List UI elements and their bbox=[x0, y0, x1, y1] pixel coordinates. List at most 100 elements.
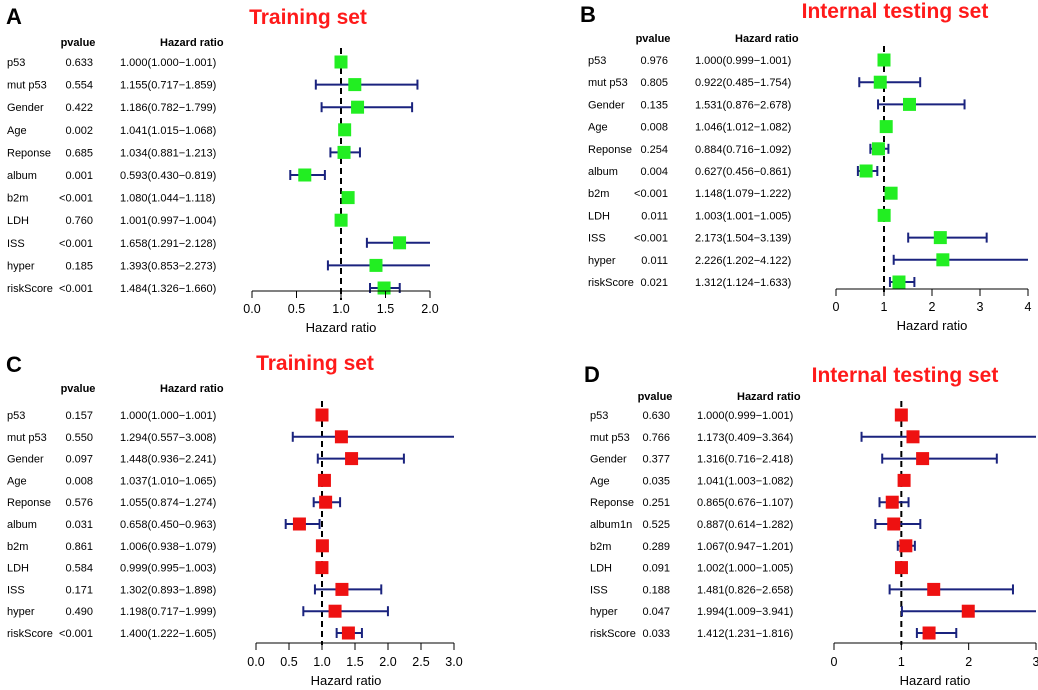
row-variable-name: riskScore bbox=[7, 628, 53, 640]
row-variable-name: p53 bbox=[7, 57, 25, 69]
row-variable-name: Age bbox=[7, 125, 27, 137]
row-hazard-ratio-text: 1.034(0.881−1.213) bbox=[120, 147, 216, 159]
row-hazard-ratio-text: 1.412(1.231−1.816) bbox=[697, 628, 793, 640]
hazard-ratio-point bbox=[337, 145, 351, 159]
hazard-ratio-point bbox=[916, 452, 930, 466]
pvalue-header: pvalue bbox=[61, 383, 96, 395]
row-pvalue: 0.422 bbox=[65, 102, 93, 114]
row-pvalue: 0.550 bbox=[65, 432, 93, 444]
x-tick-label: 0.5 bbox=[288, 302, 305, 316]
row-hazard-ratio-text: 1.046(1.012−1.082) bbox=[695, 122, 791, 134]
hazard-ratio-point bbox=[345, 452, 359, 466]
hazard-ratio-point bbox=[377, 281, 391, 295]
row-hazard-ratio-text: 2.173(1.504−3.139) bbox=[695, 233, 791, 245]
row-hazard-ratio-text: 1.155(0.717−1.859) bbox=[120, 80, 216, 92]
row-variable-name: mut p53 bbox=[588, 77, 628, 89]
hazard-ratio-point bbox=[334, 430, 348, 444]
x-tick-label: 1.5 bbox=[377, 302, 394, 316]
row-hazard-ratio-text: 1.080(1.044−1.118) bbox=[120, 193, 216, 205]
row-pvalue: 0.157 bbox=[65, 410, 93, 422]
hazard-ratio-point bbox=[334, 213, 348, 227]
hazard-ratio-point bbox=[871, 142, 885, 156]
row-hazard-ratio-text: 0.593(0.430−0.819) bbox=[120, 170, 216, 182]
panel-letter: D bbox=[584, 362, 600, 387]
row-pvalue: 0.525 bbox=[642, 519, 670, 531]
row-variable-name: b2m bbox=[7, 193, 28, 205]
row-variable-name: Reponse bbox=[590, 497, 634, 509]
row-hazard-ratio-text: 0.884(0.716−1.092) bbox=[695, 144, 791, 156]
row-hazard-ratio-text: 0.999(0.995−1.003) bbox=[120, 563, 216, 575]
row-pvalue: 0.490 bbox=[65, 606, 93, 618]
row-pvalue: 0.004 bbox=[640, 166, 668, 178]
x-tick-label: 0.0 bbox=[247, 655, 264, 669]
row-hazard-ratio-text: 1.658(1.291−2.128) bbox=[120, 238, 216, 250]
x-tick-label: 0 bbox=[833, 300, 840, 314]
hazard-ratio-point bbox=[897, 473, 911, 487]
row-variable-name: Gender bbox=[588, 99, 625, 111]
row-hazard-ratio-text: 1.002(1.000−1.005) bbox=[697, 563, 793, 575]
hazard-ratio-point bbox=[899, 539, 913, 553]
row-hazard-ratio-text: 1.393(0.853−2.273) bbox=[120, 260, 216, 272]
x-axis-label: Hazard ratio bbox=[900, 673, 971, 688]
hazard-ratio-point bbox=[317, 473, 331, 487]
row-pvalue: 0.760 bbox=[65, 215, 93, 227]
hazard-ratio-header: Hazard ratio bbox=[160, 383, 224, 395]
row-hazard-ratio-text: 1.994(1.009−3.941) bbox=[697, 606, 793, 618]
row-variable-name: Reponse bbox=[588, 144, 632, 156]
row-variable-name: album1n bbox=[590, 519, 632, 531]
row-variable-name: b2m bbox=[588, 188, 609, 200]
hazard-ratio-point bbox=[927, 582, 941, 596]
x-tick-label: 1.0 bbox=[332, 302, 349, 316]
row-pvalue: <0.001 bbox=[634, 233, 668, 245]
row-variable-name: LDH bbox=[588, 210, 610, 222]
hazard-ratio-header: Hazard ratio bbox=[735, 33, 799, 45]
row-variable-name: p53 bbox=[7, 410, 25, 422]
row-hazard-ratio-text: 1.531(0.876−2.678) bbox=[695, 99, 791, 111]
hazard-ratio-point bbox=[393, 236, 407, 250]
hazard-ratio-point bbox=[877, 208, 891, 222]
row-variable-name: Age bbox=[588, 122, 608, 134]
hazard-ratio-point bbox=[341, 191, 355, 205]
hazard-ratio-point bbox=[338, 123, 352, 137]
row-hazard-ratio-text: 1.000(0.999−1.001) bbox=[697, 410, 793, 422]
row-variable-name: b2m bbox=[7, 541, 28, 553]
hazard-ratio-point bbox=[292, 517, 306, 531]
row-variable-name: ISS bbox=[590, 584, 608, 596]
row-hazard-ratio-text: 0.658(0.450−0.963) bbox=[120, 519, 216, 531]
row-hazard-ratio-text: 1.448(0.936−2.241) bbox=[120, 454, 216, 466]
x-tick-label: 2 bbox=[965, 655, 972, 669]
panel-title: Training set bbox=[249, 6, 367, 29]
panel-title: Training set bbox=[256, 352, 374, 375]
row-pvalue: 0.021 bbox=[640, 277, 668, 289]
panel-d: D Internal testing set pvalue Hazard ratio p… bbox=[584, 362, 1038, 688]
row-pvalue: 0.031 bbox=[65, 519, 93, 531]
row-hazard-ratio-text: 1.186(0.782−1.799) bbox=[120, 102, 216, 114]
panel-title: Internal testing set bbox=[812, 364, 999, 387]
x-axis-label: Hazard ratio bbox=[311, 673, 382, 688]
row-variable-name: mut p53 bbox=[7, 80, 47, 92]
hazard-ratio-point bbox=[369, 258, 383, 272]
hazard-ratio-point bbox=[328, 604, 342, 618]
row-pvalue: 0.002 bbox=[65, 125, 93, 137]
hazard-ratio-point bbox=[859, 164, 873, 178]
row-hazard-ratio-text: 1.484(1.326−1.660) bbox=[120, 283, 216, 295]
x-tick-label: 2.0 bbox=[379, 655, 396, 669]
hazard-ratio-point bbox=[884, 186, 898, 200]
x-tick-label: 1.0 bbox=[313, 655, 330, 669]
row-pvalue: 0.377 bbox=[642, 454, 670, 466]
pvalue-header: pvalue bbox=[638, 391, 673, 403]
row-pvalue: 0.805 bbox=[640, 77, 668, 89]
row-hazard-ratio-text: 2.226(1.202−4.122) bbox=[695, 255, 791, 267]
row-pvalue: 0.254 bbox=[640, 144, 668, 156]
row-variable-name: LDH bbox=[7, 563, 29, 575]
pvalue-header: pvalue bbox=[636, 33, 671, 45]
row-hazard-ratio-text: 0.887(0.614−1.282) bbox=[697, 519, 793, 531]
panel-letter: C bbox=[6, 352, 22, 377]
hazard-ratio-point bbox=[335, 582, 349, 596]
hazard-ratio-point bbox=[341, 626, 355, 640]
hazard-ratio-point bbox=[315, 408, 329, 422]
row-pvalue: 0.171 bbox=[65, 584, 93, 596]
hazard-ratio-point bbox=[298, 168, 312, 182]
row-hazard-ratio-text: 1.000(1.000−1.001) bbox=[120, 410, 216, 422]
